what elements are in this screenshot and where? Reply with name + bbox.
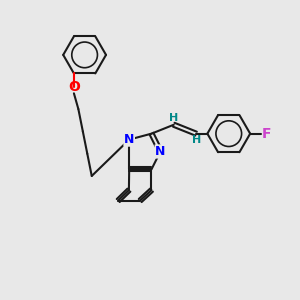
Text: N: N bbox=[124, 133, 134, 146]
Text: O: O bbox=[68, 80, 80, 94]
Text: F: F bbox=[262, 127, 271, 141]
Text: H: H bbox=[169, 113, 178, 123]
Text: H: H bbox=[192, 135, 201, 145]
Text: N: N bbox=[155, 145, 166, 158]
